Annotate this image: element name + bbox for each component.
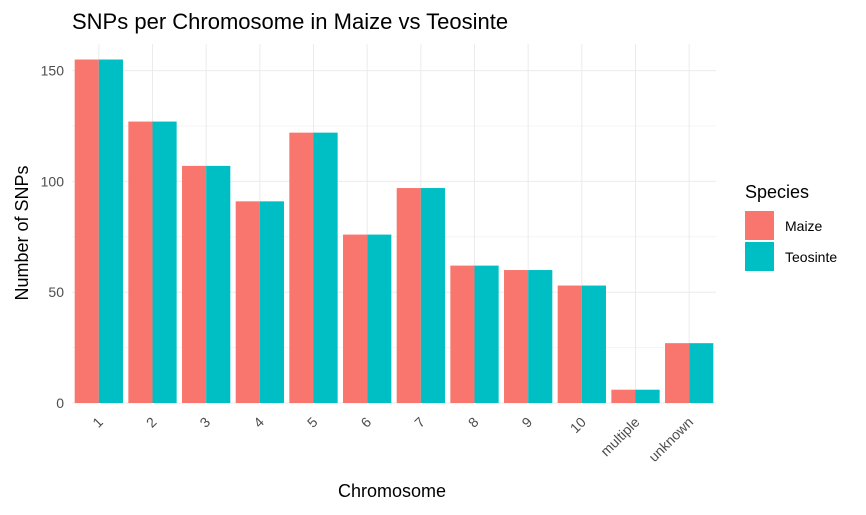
- bar-teosinte-7: [420, 188, 445, 403]
- x-tick-label: 9: [518, 414, 535, 431]
- legend-title: Species: [745, 182, 809, 202]
- y-axis: 0 50 100 150: [41, 63, 65, 411]
- x-tick-label: 2: [143, 414, 160, 431]
- legend-label-maize: Maize: [785, 218, 823, 234]
- bar-teosinte-8: [474, 265, 499, 403]
- bar-maize-unknown: [665, 343, 690, 403]
- x-tick-label: 6: [357, 414, 374, 431]
- bar-maize-7: [396, 188, 421, 403]
- bar-teosinte-2: [152, 121, 177, 403]
- x-tick-label: 8: [465, 414, 482, 431]
- bar-teosinte-1: [98, 59, 123, 404]
- x-tick-label: unknown: [645, 414, 696, 465]
- y-tick-label: 0: [56, 395, 64, 411]
- bar-maize-10: [557, 285, 582, 403]
- chart-title: SNPs per Chromosome in Maize vs Teosinte: [72, 9, 508, 34]
- bar-maize-1: [74, 59, 99, 404]
- x-tick-label: 4: [250, 414, 267, 431]
- x-axis: 1 2 3 4 5 6 7 8 9 10 multiple unknown: [89, 414, 696, 465]
- x-tick-label: multiple: [597, 414, 643, 460]
- bars-layer: [74, 59, 714, 404]
- y-tick-label: 50: [48, 284, 64, 300]
- bar-maize-9: [504, 270, 529, 403]
- x-tick-label: 10: [567, 414, 589, 436]
- x-tick-label: 5: [304, 414, 321, 431]
- legend-swatch-maize: [745, 211, 774, 240]
- legend-label-teosinte: Teosinte: [785, 249, 837, 265]
- bar-maize-multiple: [611, 389, 636, 403]
- bar-teosinte-9: [528, 270, 553, 403]
- y-tick-label: 100: [41, 173, 65, 189]
- bar-teosinte-10: [581, 285, 606, 403]
- legend-items: Maize Teosinte: [745, 211, 837, 271]
- x-tick-label: 1: [89, 414, 106, 431]
- y-tick-label: 150: [41, 63, 65, 79]
- bar-teosinte-3: [206, 165, 231, 403]
- bar-maize-2: [128, 121, 153, 403]
- bar-maize-6: [343, 234, 368, 403]
- bar-teosinte-6: [367, 234, 392, 403]
- legend-swatch-teosinte: [745, 242, 774, 271]
- y-axis-title: Number of SNPs: [12, 165, 32, 300]
- bar-maize-8: [450, 265, 475, 403]
- x-axis-title: Chromosome: [338, 481, 446, 501]
- x-tick-label: 3: [196, 414, 213, 431]
- bar-maize-4: [235, 201, 260, 403]
- bar-teosinte-multiple: [635, 389, 660, 403]
- bar-teosinte-4: [259, 201, 284, 403]
- bar-teosinte-5: [313, 132, 338, 403]
- x-tick-label: 7: [411, 414, 428, 431]
- bar-maize-3: [182, 165, 207, 403]
- bar-teosinte-unknown: [689, 343, 714, 403]
- legend: Species Maize Teosinte: [745, 182, 837, 271]
- bar-maize-5: [289, 132, 314, 403]
